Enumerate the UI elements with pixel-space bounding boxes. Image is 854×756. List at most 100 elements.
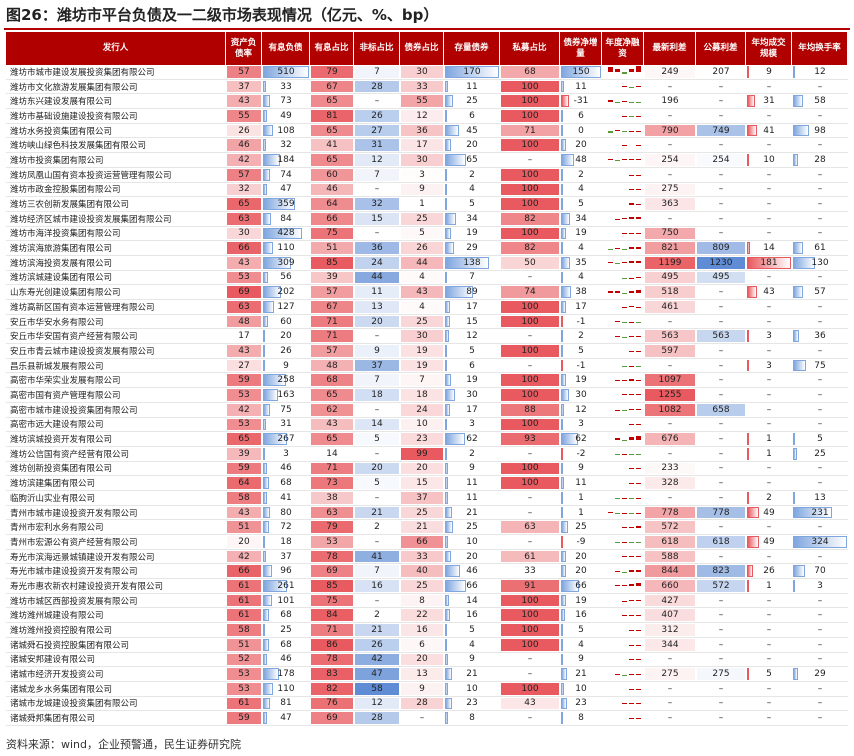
- cell-text: 65: [238, 199, 250, 210]
- cell-text: –: [766, 199, 772, 210]
- data-bar: [747, 433, 749, 445]
- net-financing-bar: [629, 246, 634, 249]
- heat-fill: [501, 95, 559, 108]
- net-financing-cell: [602, 608, 644, 624]
- cell-text: 14: [466, 595, 478, 606]
- net-financing-bar: [629, 394, 634, 396]
- cell-text: 27: [371, 125, 383, 136]
- heat-fill: [227, 168, 261, 181]
- net-financing-bar: [636, 393, 641, 396]
- cell-text: 4: [469, 184, 475, 195]
- data-bar: [747, 359, 749, 372]
- table-cell: 43: [746, 285, 792, 301]
- cell-text: 5: [469, 625, 475, 636]
- cell-text: 2: [469, 448, 475, 459]
- cell-text: 9: [469, 654, 475, 665]
- table-cell: –: [746, 608, 792, 624]
- cell-text: 30: [466, 389, 478, 400]
- table-cell: 2: [444, 447, 500, 462]
- table-cell: 597: [644, 344, 696, 359]
- issuer-name: 安丘市华安水务有限公司: [6, 315, 226, 330]
- table-cell: –: [696, 594, 746, 609]
- heat-fill: [697, 242, 745, 254]
- cell-text: 17: [238, 331, 250, 342]
- data-bar: [561, 506, 563, 519]
- net-financing-bar: [636, 468, 641, 469]
- data-bar: [747, 491, 749, 504]
- cell-text: 6: [469, 110, 475, 121]
- heat-fill: [311, 697, 353, 710]
- cell-text: 21: [371, 507, 383, 518]
- data-bar: [263, 212, 271, 225]
- data-bar: [561, 271, 563, 284]
- table-cell: –: [746, 711, 792, 726]
- table-cell: 81: [262, 697, 310, 712]
- net-financing-bar: [615, 336, 620, 337]
- cell-text: 21: [371, 625, 383, 636]
- table-cell: 4: [444, 638, 500, 653]
- cell-text: –: [667, 316, 673, 327]
- table-cell: 19: [560, 227, 602, 242]
- cell-text: 28: [371, 713, 383, 724]
- heat-fill: [227, 80, 261, 93]
- cell-text: 诸城市经济开发投资公司: [10, 670, 104, 681]
- cell-text: –: [766, 228, 772, 239]
- cell-text: 37: [416, 492, 428, 503]
- net-financing-cell: [602, 638, 644, 653]
- cell-text: 2: [578, 169, 584, 180]
- table-cell: 5: [354, 432, 400, 447]
- cell-text: –: [667, 448, 673, 459]
- data-bar: [561, 682, 564, 695]
- cell-text: 6: [419, 639, 425, 650]
- cell-text: –: [766, 639, 772, 650]
- cell-text: –: [667, 360, 673, 371]
- table-cell: 49: [262, 109, 310, 124]
- table-cell: –: [746, 418, 792, 433]
- cell-text: 363: [661, 199, 679, 210]
- table-cell: –: [354, 183, 400, 198]
- issuer-name: 潍坊水务投资集团有限公司: [6, 124, 226, 139]
- cell-text: –: [718, 360, 724, 371]
- cell-text: –: [766, 683, 772, 694]
- table-cell: –: [696, 462, 746, 477]
- data-bar: [793, 536, 847, 548]
- cell-text: 17: [575, 301, 587, 312]
- cell-text: 46: [326, 184, 338, 195]
- cell-text: –: [667, 713, 673, 724]
- data-bar: [263, 550, 267, 563]
- net-financing-cell: [602, 256, 644, 271]
- cell-text: 64: [326, 199, 338, 210]
- net-financing-bar: [615, 585, 620, 587]
- net-financing-bar: [636, 158, 641, 161]
- cell-text: 100: [521, 184, 539, 195]
- heat-fill: [227, 697, 261, 710]
- data-bar: [263, 198, 296, 210]
- cell-text: 72: [280, 522, 292, 533]
- cell-text: 18: [371, 389, 383, 400]
- table-cell: –: [644, 315, 696, 330]
- cell-text: –: [817, 595, 823, 606]
- issuer-name: 高密市城市建设投资集团有限公司: [6, 403, 226, 418]
- table-cell: 66: [226, 241, 262, 256]
- cell-text: 4: [578, 243, 584, 254]
- net-financing-cell: [602, 579, 644, 594]
- heat-fill: [355, 286, 399, 299]
- issuer-name: 潍坊市城市建设发展投资集团有限公司: [6, 65, 226, 80]
- cell-text: 诸城安邦建设有限公司: [10, 655, 96, 666]
- heat-fill: [401, 491, 443, 504]
- table-cell: 11: [444, 491, 500, 506]
- table-cell: 24: [354, 256, 400, 271]
- table-cell: –: [792, 550, 848, 565]
- heat-fill: [401, 183, 443, 196]
- cell-text: 9: [578, 463, 584, 474]
- cell-text: 47: [371, 669, 383, 680]
- cell-text: 41: [280, 492, 292, 503]
- cell-text: 12: [814, 66, 826, 77]
- net-financing-cell: [602, 315, 644, 330]
- heat-fill: [401, 345, 443, 357]
- heat-fill: [501, 315, 559, 328]
- heat-fill: [355, 506, 399, 519]
- cell-text: 258: [277, 375, 295, 386]
- net-financing-bar: [629, 159, 634, 161]
- cell-text: 88: [524, 404, 536, 415]
